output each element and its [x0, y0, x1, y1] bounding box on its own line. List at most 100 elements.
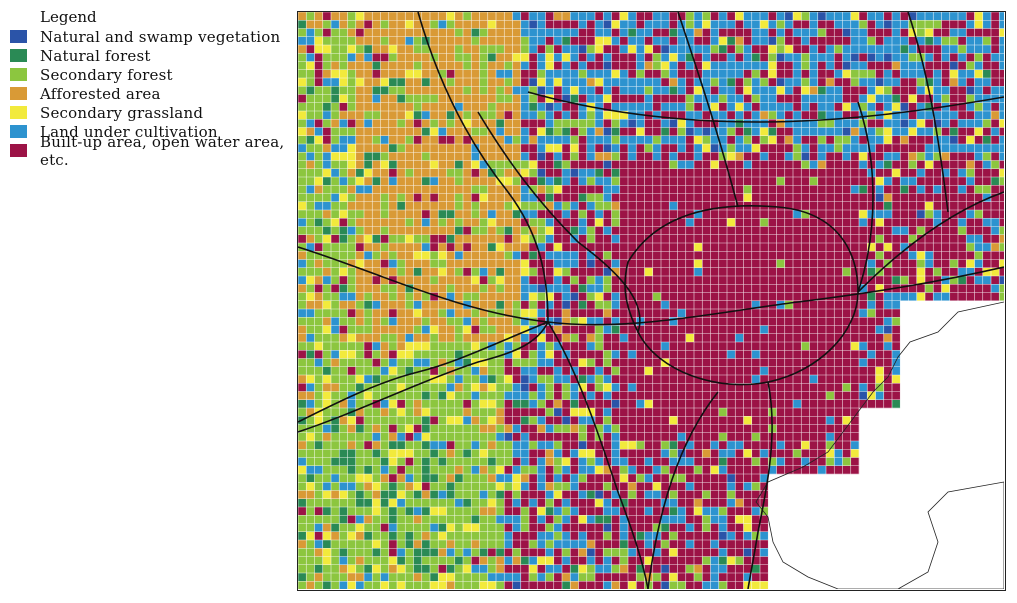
grid-cell: [883, 94, 893, 103]
grid-cell: [314, 441, 323, 450]
grid-cell: [388, 12, 398, 21]
grid-cell: [809, 465, 818, 475]
grid-cell: [487, 61, 497, 70]
grid-cell: [677, 36, 686, 46]
grid-cell: [355, 465, 365, 475]
grid-cell: [652, 69, 662, 79]
grid-cell: [842, 300, 851, 310]
grid-cell: [768, 193, 777, 202]
grid-cell: [982, 61, 992, 70]
grid-cell: [743, 111, 752, 120]
grid-cell: [619, 119, 629, 128]
grid-cell: [677, 144, 686, 153]
grid-cell: [496, 515, 505, 524]
grid-cell: [512, 399, 521, 409]
grid-cell: [636, 408, 645, 417]
grid-cell: [710, 498, 719, 508]
grid-cell: [809, 391, 818, 400]
grid-cell: [842, 457, 851, 466]
grid-cell: [529, 432, 538, 442]
grid-cell: [603, 152, 612, 161]
grid-cell: [454, 498, 464, 508]
grid-cell: [603, 350, 612, 359]
grid-cell: [751, 259, 761, 268]
grid-cell: [586, 226, 596, 235]
grid-cell: [578, 152, 587, 161]
grid-cell: [776, 284, 785, 293]
grid-cell: [702, 531, 711, 541]
grid-cell: [595, 127, 604, 136]
grid-cell: [661, 507, 670, 516]
grid-cell: [298, 135, 307, 145]
grid-cell: [512, 366, 521, 376]
grid-cell: [801, 408, 810, 417]
grid-cell: [578, 267, 587, 277]
grid-cell: [718, 424, 728, 433]
grid-cell: [595, 135, 604, 145]
grid-cell: [520, 300, 530, 310]
grid-cell: [322, 119, 332, 128]
grid-cell: [760, 218, 769, 227]
grid-cell: [454, 457, 464, 466]
grid-cell: [421, 201, 431, 211]
grid-cell: [380, 135, 389, 145]
grid-cell: [867, 36, 876, 46]
grid-cell: [438, 201, 447, 211]
grid-cell: [817, 267, 827, 277]
grid-cell: [628, 276, 637, 285]
grid-cell: [380, 523, 389, 532]
grid-cell: [826, 86, 835, 95]
grid-cell: [661, 111, 670, 120]
grid-cell: [776, 449, 785, 458]
grid-cell: [463, 102, 472, 112]
grid-cell: [669, 333, 678, 343]
grid-cell: [388, 102, 398, 112]
grid-cell: [817, 366, 827, 376]
grid-cell: [982, 251, 992, 260]
grid-cell: [677, 424, 686, 433]
grid-cell: [355, 20, 365, 29]
grid-cell: [438, 317, 447, 326]
grid-cell: [900, 218, 909, 227]
grid-cell: [562, 61, 571, 70]
grid-cell: [982, 12, 992, 21]
grid-cell: [735, 28, 744, 37]
grid-cell: [355, 276, 365, 285]
grid-cell: [545, 144, 554, 153]
grid-cell: [867, 276, 876, 285]
grid-cell: [966, 251, 975, 260]
grid-cell: [372, 218, 381, 227]
grid-cell: [603, 61, 612, 70]
grid-cell: [735, 259, 744, 268]
grid-cell: [900, 119, 909, 128]
grid-cell: [768, 441, 777, 450]
grid-cell: [991, 243, 1000, 252]
grid-cell: [883, 300, 893, 310]
grid-cell: [982, 127, 992, 136]
grid-cell: [314, 449, 323, 458]
grid-cell: [454, 449, 464, 458]
grid-cell: [298, 144, 307, 153]
grid-cell: [578, 185, 587, 194]
grid-cell: [339, 102, 348, 112]
grid-cell: [991, 45, 1000, 54]
grid-cell: [430, 86, 439, 95]
grid-cell: [710, 317, 719, 326]
grid-cell: [991, 61, 1000, 70]
grid-cell: [611, 144, 620, 153]
grid-cell: [578, 78, 587, 87]
grid-cell: [636, 498, 645, 508]
grid-cell: [562, 523, 571, 532]
grid-cell: [355, 193, 365, 202]
grid-cell: [306, 210, 315, 219]
grid-cell: [553, 375, 563, 384]
grid-cell: [702, 111, 711, 120]
grid-cell: [669, 507, 678, 516]
grid-cell: [537, 168, 546, 178]
grid-cell: [628, 498, 637, 508]
grid-cell: [949, 127, 959, 136]
grid-cell: [413, 259, 422, 268]
grid-cell: [933, 127, 942, 136]
grid-cell: [817, 284, 827, 293]
grid-cell: [471, 243, 480, 252]
